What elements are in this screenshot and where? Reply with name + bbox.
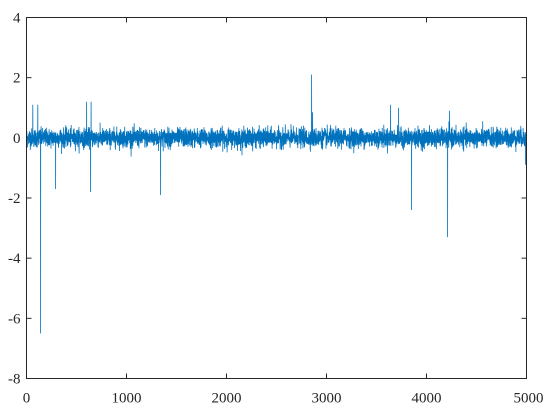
tick-marks — [26, 17, 527, 379]
y-tick-label: 2 — [13, 71, 21, 87]
plot-area-frame — [26, 17, 527, 379]
y-tick-label: -2 — [8, 191, 21, 207]
x-tick-label: 3000 — [312, 391, 342, 407]
y-tick-label: 0 — [13, 131, 21, 147]
y-tick-label: -6 — [8, 311, 21, 327]
series-line — [26, 74, 527, 334]
y-tick-label: 4 — [13, 11, 21, 27]
y-tick-label: -4 — [8, 251, 21, 267]
x-tick-labels: 0 1000 2000 3000 4000 5000 — [23, 391, 544, 407]
x-tick-label: 5000 — [514, 391, 544, 407]
y-tick-label: -8 — [8, 372, 21, 388]
x-tick-label: 1000 — [112, 391, 142, 407]
x-tick-label: 2000 — [212, 391, 242, 407]
x-tick-label: 4000 — [412, 391, 442, 407]
y-tick-labels: -8 -6 -4 -2 0 2 4 — [8, 11, 21, 388]
x-tick-label: 0 — [23, 391, 31, 407]
